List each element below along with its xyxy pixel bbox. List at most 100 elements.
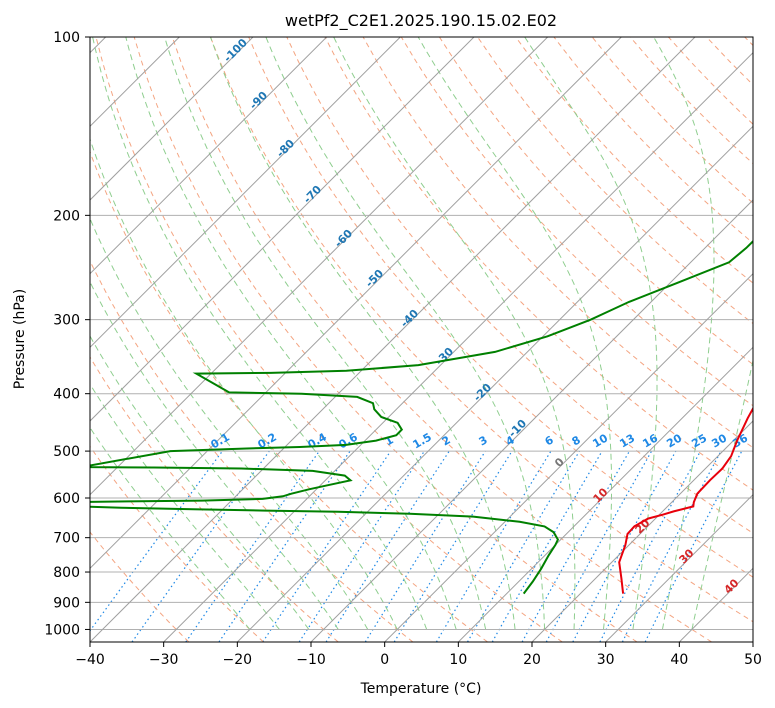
dry-adiabat-line [553,37,753,244]
x-tick-label: 40 [670,652,688,668]
x-tick-label: −40 [75,652,105,668]
moist-adiabat-line [265,37,546,630]
isotherm-line [90,37,475,422]
isotherm-line [90,37,401,349]
moist-adiabat-line [92,37,428,630]
mixing-ratio-line [218,450,351,642]
mixing-ratio-line [599,450,702,642]
moist-adiabat-label: -80 [274,137,297,160]
mixing-ratio-line [545,450,653,642]
moist-adiabat-label: 30 [677,546,697,566]
mixing-ratio-label: 16 [640,431,660,450]
isotherm-line [236,125,753,642]
plot-area: 0.1 0.2 0.4 0.6 1 1.5 2 3 4 6 8 10 13 16 20 25 30 36-100-… [90,36,753,642]
y-tick-label: 800 [53,565,80,581]
grid-lines [90,37,753,630]
moist-adiabat-label: -40 [398,307,421,330]
isotherm-line [752,641,753,642]
y-tick-label: 300 [53,313,80,329]
isotherm-line [90,37,254,201]
y-axis: 100 200 300 400 500 600 700 800 900 1000 [44,30,90,638]
temperature-profile-line [618,406,753,594]
mixing-ratio-label: 6 [543,433,556,448]
y-tick-label: 900 [53,595,80,611]
isotherm-line [531,420,753,642]
moist-adiabat-line [524,37,658,630]
mixing-ratio-line [644,450,743,642]
moist-adiabat-line [90,426,251,630]
mixing-ratio-line [90,450,223,632]
y-tick-label: 1000 [44,622,80,638]
isotherm-line [163,51,753,642]
mixing-ratio-label: 20 [664,431,684,450]
y-tick-label: 400 [53,387,80,403]
moist-adiabat-label: -50 [363,267,386,290]
moist-adiabat-line [333,37,576,630]
moist-adiabats [90,37,753,630]
x-tick-label: 50 [744,652,762,668]
x-tick-label: 20 [523,652,541,668]
isotherm-line [90,37,549,496]
y-axis-label: Pressure (hPa) [12,289,28,389]
x-tick-label: −30 [149,652,179,668]
moist-adiabat-label: 40 [722,576,742,596]
dry-adiabat-line [515,37,753,284]
mixing-ratio-line [262,450,392,642]
x-tick-label: −10 [296,652,326,668]
mixing-ratio-line [364,450,486,642]
dry-adiabat-line [248,37,753,578]
isotherm-line [90,37,622,570]
moist-adiabat-line [210,37,516,630]
x-tick-label: 30 [597,652,615,668]
moist-adiabat-line [90,335,310,630]
moist-adiabat-label: -70 [301,183,324,206]
dry-adiabat-line [400,37,753,407]
x-axis-label: Temperature (°C) [360,681,482,697]
dry-adiabat-line [90,150,488,642]
isotherm-line [90,37,328,275]
mixing-ratio-line [298,450,425,642]
moist-adiabat-line [90,383,280,630]
y-tick-label: 200 [53,208,80,224]
x-tick-label: −20 [223,652,253,668]
y-tick-label: 500 [53,444,80,460]
isotherm-line [310,199,753,642]
moist-adiabat-line [90,137,398,630]
mixing-ratio-line [325,450,450,642]
y-tick-label: 100 [53,30,80,46]
moist-adiabat-label: -100 [221,36,250,65]
dry-adiabat-line [90,356,339,642]
profile-series [90,239,753,595]
isotherm-line [605,493,753,642]
chart-title: wetPf2_C2E1.2025.190.15.02.E02 [285,11,557,31]
moist-adiabat-line [417,37,612,630]
y-tick-label: 700 [53,531,80,547]
dry-adiabat-line [477,37,753,325]
mixing-ratio-label: 13 [617,432,637,451]
mixing-ratio-line [466,450,580,642]
isotherm-line [384,272,753,642]
dry-adiabat-line [210,37,753,623]
moist-adiabat-line [691,358,753,630]
plot-frame [89,36,754,643]
isotherm-line [457,346,753,642]
x-tick-label: 10 [449,652,467,668]
mixing-ratio-lines [90,450,743,642]
dry-adiabat-line [171,37,712,642]
moist-adiabat-line [125,37,457,630]
mixing-ratio-label: 10 [590,431,610,450]
dry-adiabat-line [133,37,638,642]
moist-adiabat-label: -30 [433,345,456,368]
dry-adiabat-line [706,37,753,86]
moist-adiabat-line [653,37,715,630]
dewpoint-profile-line [90,239,753,595]
mixing-ratio-label: 0.4 [306,430,330,451]
moist-adiabat-line [90,280,339,630]
dry-adiabat-line [438,37,753,366]
mixing-ratio-line [185,450,320,642]
mixing-ratio-label: 3 [477,433,490,448]
moist-adiabat-label: -60 [332,227,355,250]
x-axis: −40 −30 −20 −10 0 10 20 30 40 50 [75,642,762,668]
moist-adiabat-label: -90 [247,89,270,112]
